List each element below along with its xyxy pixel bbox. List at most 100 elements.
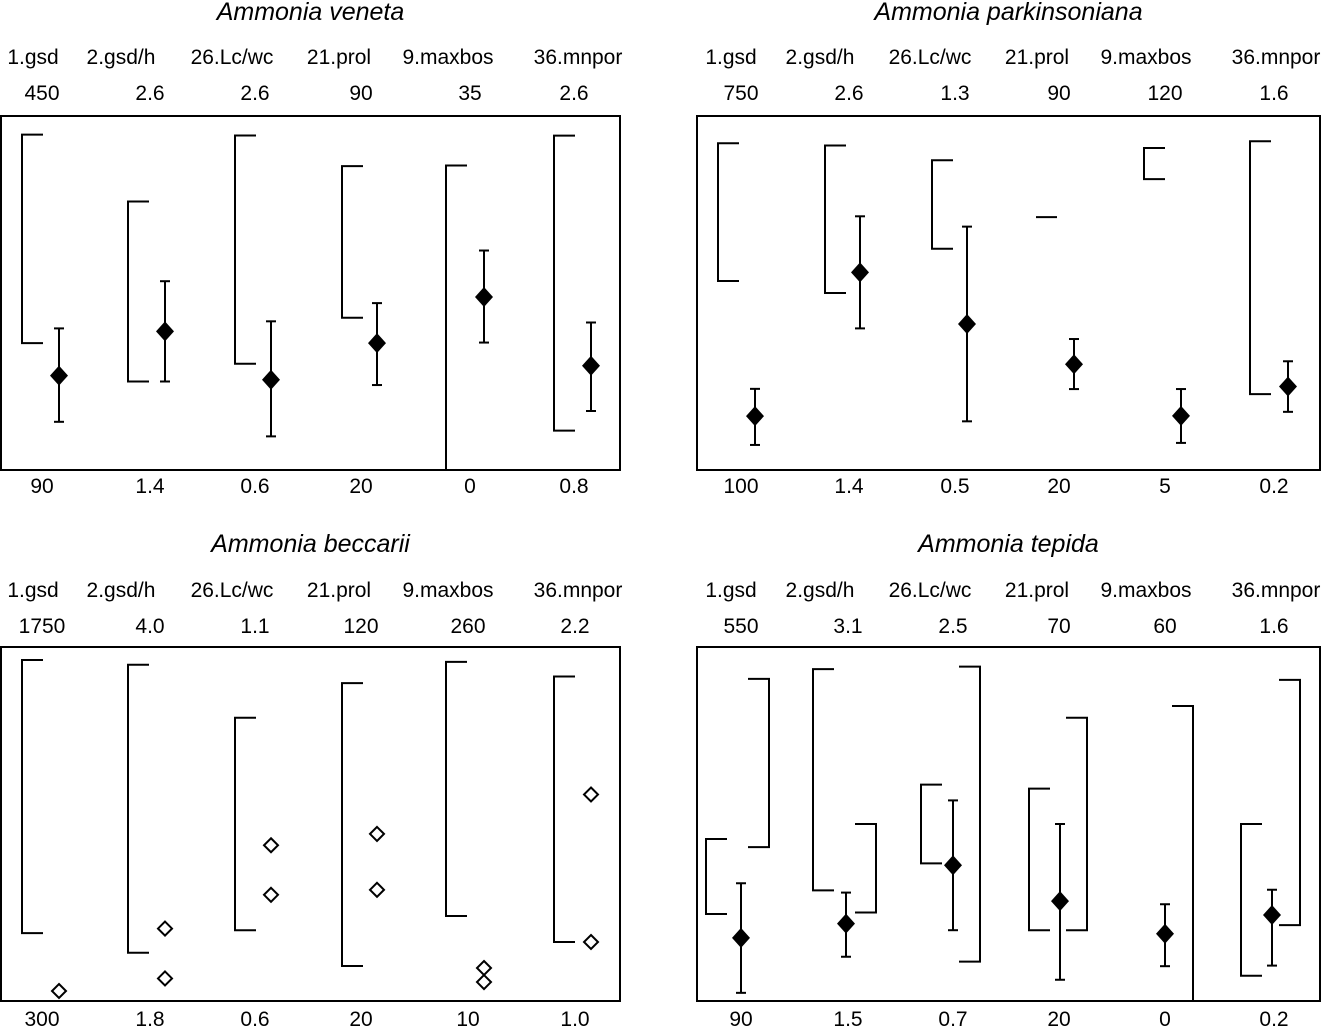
mean-marker [582,355,600,376]
min-tick-label: 100 [723,475,758,498]
min-tick-label: 90 [729,1008,752,1028]
open-diamond-point [475,973,493,991]
range-bracket [1249,140,1271,396]
range-bracket [812,668,834,892]
min-tick-label: 0.5 [940,475,969,498]
panel-title: Ammonia tepida [916,530,1099,558]
mean-marker [1156,923,1174,944]
variable-label: 9.maxbos [1100,46,1191,69]
min-tick-label: 0 [1159,1008,1171,1028]
variable-label: 21.prol [307,46,371,69]
variable-label: 26.Lc/wc [889,46,972,69]
open-diamond-point [475,959,493,977]
max-tick-label: 35 [458,82,481,105]
max-tick-label: 1.1 [240,615,269,638]
min-tick-label: 1.4 [834,475,864,498]
max-tick-label: 260 [450,615,485,638]
variable-label: 36.mnpor [534,46,623,69]
mean-marker [837,913,855,934]
min-tick-label: 0.6 [240,475,269,498]
max-tick-label: 1.3 [940,82,969,105]
range-bracket [21,133,43,345]
range-bracket [1240,823,1262,977]
min-tick-label: 20 [1047,475,1070,498]
mean-marker [732,927,750,948]
variable-label: 1.gsd [705,46,756,69]
range-bracket [748,677,770,849]
mean-marker [1051,891,1069,912]
open-diamond-point [156,920,174,938]
mean-marker [746,406,764,427]
variable-label: 2.gsd/h [786,579,855,602]
open-diamond-point [262,836,280,854]
min-tick-label: 0.6 [240,1008,269,1028]
range-bracket [1279,678,1301,927]
max-tick-label: 2.5 [938,615,967,638]
min-tick-label: 20 [349,1008,372,1028]
max-tick-label: 4.0 [135,615,164,638]
variable-label: 26.Lc/wc [191,46,274,69]
open-diamond-point [582,786,600,803]
variable-label: 26.Lc/wc [191,579,274,602]
open-diamond-point [50,982,68,1000]
variable-label: 2.gsd/h [87,579,156,602]
min-tick-label: 10 [456,1008,479,1028]
mean-marker [1065,354,1083,375]
range-bracket [824,144,846,294]
variable-label: 36.mnpor [534,579,623,602]
panel-title: Ammonia beccarii [209,530,411,558]
variable-label: 36.mnpor [1232,579,1321,602]
range-bracket [445,660,467,918]
mean-marker [368,333,386,354]
max-tick-label: 3.1 [833,615,862,638]
variable-label: 21.prol [1005,579,1069,602]
min-tick-label: 1.8 [135,1008,164,1028]
variable-label: 21.prol [307,579,371,602]
variable-label: 1.gsd [7,579,58,602]
range-bracket [931,159,953,250]
range-bracket [1172,705,1194,1002]
range-bracket [1028,787,1050,932]
panel-title: Ammonia veneta [215,0,405,26]
min-tick-label: 1.0 [560,1008,589,1028]
max-tick-label: 2.2 [560,615,589,638]
range-bracket [553,134,575,432]
range-bracket [234,716,256,932]
min-tick-label: 20 [349,475,372,498]
max-tick-label: 2.6 [240,82,269,105]
panel-ammonia-parkinsoniana: Ammonia parkinsoniana 1.gsd 750 100 2.gsd/h 2… [696,0,1321,498]
open-diamond-point [262,886,280,904]
mean-marker [475,287,493,308]
max-tick-label: 90 [349,82,372,105]
max-tick-label: 550 [723,615,758,638]
panel-title: Ammonia parkinsoniana [872,0,1142,26]
plot-frame [0,646,621,1002]
mean-marker [1279,376,1297,397]
min-tick-label: 20 [1047,1008,1070,1028]
max-tick-label: 750 [723,82,758,105]
min-tick-label: 5 [1159,475,1171,498]
min-tick-label: 0.2 [1259,1008,1288,1028]
mean-marker [1172,405,1190,426]
panel-ammonia-veneta: Ammonia veneta 1.gsd 450 90 2.gsd/h 2.6 1.4 26.… [0,0,623,498]
max-tick-label: 450 [24,82,59,105]
max-tick-label: 2.6 [135,82,164,105]
range-bracket [234,134,256,365]
min-tick-label: 1.4 [135,475,165,498]
min-tick-label: 0 [464,475,476,498]
open-diamond-point [368,881,386,899]
range-bracket [127,663,149,954]
variable-label: 36.mnpor [1232,46,1321,69]
max-tick-label: 120 [343,615,378,638]
max-tick-label: 1750 [19,615,66,638]
min-tick-label: 300 [24,1008,59,1028]
min-tick-label: 0.2 [1259,475,1288,498]
min-tick-label: 90 [30,475,53,498]
mean-marker [262,369,280,390]
mean-marker [1263,905,1281,926]
panel-ammonia-tepida: Ammonia tepida 1.gsd 550 90 2.gsd/h 3.1 1.5 26.… [696,530,1321,1028]
open-diamond-point [156,970,174,987]
range-bracket [127,200,149,383]
range-bracket [1066,716,1088,932]
